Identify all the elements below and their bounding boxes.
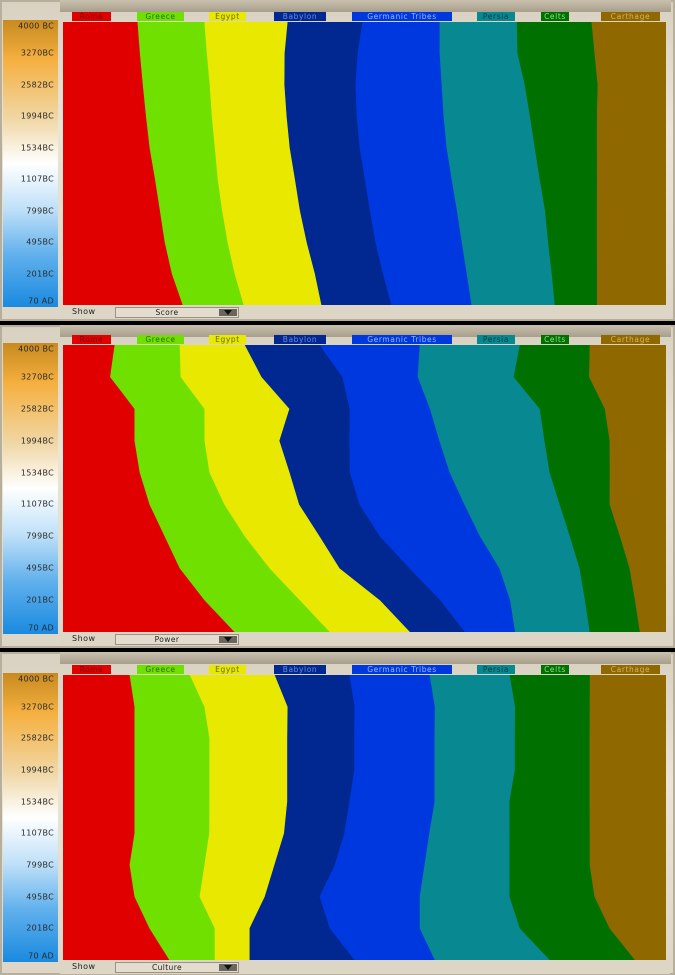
legend-tab-rome[interactable]: Rome: [72, 12, 111, 21]
time-axis-label: 495BC: [26, 237, 54, 247]
graph-panel-power: 4000 BC 3270BC 2582BC 1994BC 1534BC 1107BC 799…: [0, 325, 675, 648]
legend-tab-rome[interactable]: Rome: [72, 335, 111, 344]
show-dropdown[interactable]: Score: [115, 307, 239, 318]
legend-tab-greece[interactable]: Greece: [137, 335, 184, 344]
legend-tab-egypt[interactable]: Egypt: [209, 12, 246, 21]
time-axis: 4000 BC 3270BC 2582BC 1994BC 1534BC 1107BC 799…: [3, 343, 58, 634]
show-row: Show Culture: [60, 961, 670, 974]
time-axis: 4000 BC 3270BC 2582BC 1994BC 1534BC 1107BC 799…: [3, 20, 58, 307]
time-axis-label: 1994BC: [20, 765, 54, 775]
time-axis-label: 799BC: [26, 206, 54, 216]
time-axis-label: 70 AD: [28, 951, 54, 961]
legend-tab-celts[interactable]: Celts: [541, 12, 569, 21]
legend-tab-persia[interactable]: Persia: [477, 665, 515, 674]
time-axis-label: 4000 BC: [18, 344, 54, 354]
time-axis-label: 495BC: [26, 892, 54, 902]
show-dropdown[interactable]: Power: [115, 634, 239, 645]
show-dropdown-value: Culture: [151, 963, 183, 972]
show-dropdown-value: Power: [154, 635, 180, 644]
legend-tab-babylon[interactable]: Babylon: [274, 665, 326, 674]
show-label: Show: [72, 634, 96, 643]
time-axis-label: 1994BC: [20, 436, 54, 446]
time-axis-label: 3270BC: [20, 702, 54, 712]
legend-tab-babylon[interactable]: Babylon: [274, 12, 326, 21]
legend-tab-greece[interactable]: Greece: [137, 665, 184, 674]
stacked-area-chart: [63, 345, 666, 632]
area-carthage: [591, 22, 666, 305]
legend-tab-persia[interactable]: Persia: [477, 335, 515, 344]
time-axis-label: 3270BC: [20, 372, 54, 382]
panel-frame: [60, 0, 671, 12]
area-carthage: [589, 675, 666, 960]
graph-panel-culture: 4000 BC 3270BC 2582BC 1994BC 1534BC 1107BC 799…: [0, 652, 675, 975]
show-dropdown[interactable]: Culture: [115, 962, 239, 973]
area-carthage: [589, 345, 666, 632]
time-axis-label: 1107BC: [20, 174, 54, 184]
time-axis-label: 1994BC: [20, 111, 54, 121]
time-axis-label: 1107BC: [20, 499, 54, 509]
panel-frame: [60, 325, 671, 337]
time-axis: 4000 BC 3270BC 2582BC 1994BC 1534BC 1107BC 799…: [3, 673, 58, 962]
graph-panel-score: 4000 BC 3270BC 2582BC 1994BC 1534BC 1107BC 799…: [0, 0, 675, 321]
time-axis-label: 2582BC: [20, 404, 54, 414]
chart-svg: [63, 22, 666, 305]
chevron-down-icon[interactable]: [219, 964, 237, 971]
chart-svg: [63, 675, 666, 960]
legend-tab-germanic-tribes[interactable]: Germanic Tribes: [352, 335, 452, 344]
panel-separator: [0, 648, 675, 652]
panel-separator: [0, 321, 675, 325]
chart-svg: [63, 345, 666, 632]
chevron-down-icon[interactable]: [219, 636, 237, 643]
stacked-area-chart: [63, 675, 666, 960]
legend-tab-carthage[interactable]: Carthage: [601, 665, 660, 674]
time-axis-label: 70 AD: [28, 296, 54, 306]
time-axis-label: 799BC: [26, 860, 54, 870]
time-axis-label: 201BC: [26, 269, 54, 279]
time-axis-label: 201BC: [26, 595, 54, 605]
legend-tab-greece[interactable]: Greece: [137, 12, 184, 21]
time-axis-label: 201BC: [26, 923, 54, 933]
time-axis-label: 70 AD: [28, 623, 54, 633]
stacked-area-chart: [63, 22, 666, 305]
legend-tab-egypt[interactable]: Egypt: [209, 335, 246, 344]
show-label: Show: [72, 962, 96, 971]
panel-frame: [60, 652, 671, 664]
legend-tab-celts[interactable]: Celts: [541, 665, 569, 674]
time-axis-label: 495BC: [26, 563, 54, 573]
legend-tab-rome[interactable]: Rome: [72, 665, 111, 674]
time-axis-label: 4000 BC: [18, 21, 54, 31]
show-dropdown-value: Score: [155, 308, 179, 317]
time-axis-label: 1534BC: [20, 468, 54, 478]
legend-tab-carthage[interactable]: Carthage: [601, 335, 660, 344]
legend-tab-egypt[interactable]: Egypt: [209, 665, 246, 674]
show-row: Show Power: [60, 633, 670, 646]
legend-tab-carthage[interactable]: Carthage: [601, 12, 660, 21]
time-axis-label: 1107BC: [20, 828, 54, 838]
time-axis-label: 2582BC: [20, 733, 54, 743]
legend-tab-celts[interactable]: Celts: [541, 335, 569, 344]
time-axis-label: 799BC: [26, 531, 54, 541]
show-label: Show: [72, 307, 96, 316]
time-axis-label: 1534BC: [20, 143, 54, 153]
legend-tab-persia[interactable]: Persia: [477, 12, 515, 21]
show-row: Show Score: [60, 306, 670, 319]
chevron-down-icon[interactable]: [219, 309, 237, 316]
legend-tab-germanic-tribes[interactable]: Germanic Tribes: [352, 665, 452, 674]
time-axis-label: 1534BC: [20, 797, 54, 807]
legend-tab-germanic-tribes[interactable]: Germanic Tribes: [352, 12, 452, 21]
time-axis-label: 3270BC: [20, 48, 54, 58]
time-axis-label: 2582BC: [20, 80, 54, 90]
legend-tab-babylon[interactable]: Babylon: [274, 335, 326, 344]
time-axis-label: 4000 BC: [18, 674, 54, 684]
